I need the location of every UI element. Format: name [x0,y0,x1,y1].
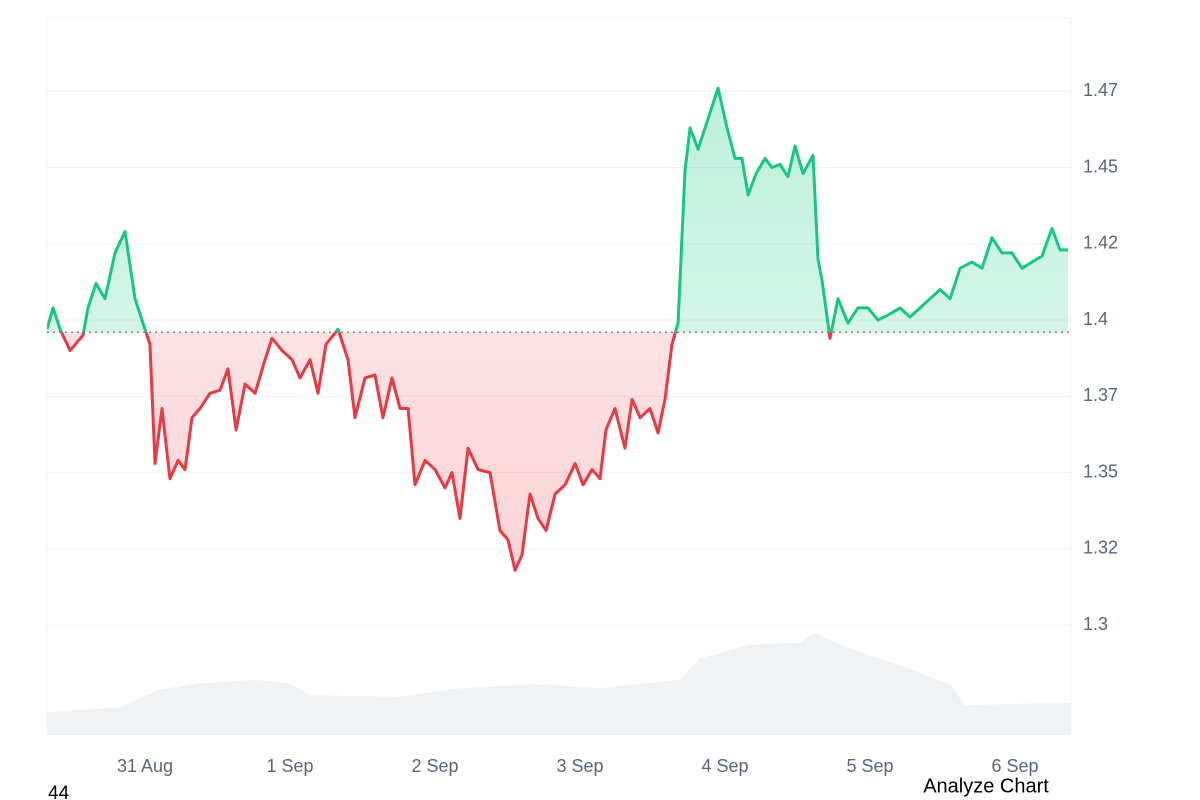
line-up [47,86,1069,333]
x-tick-label: 4 Sep [702,756,749,776]
plot: 1.47 1.45 1.42 1.4 1.37 1.35 1.32 1.3 31 Aug 1 Se… [47,80,1118,776]
x-tick-label: 2 Sep [412,756,459,776]
x-tick-label: 31 Aug [117,756,173,776]
y-tick-label: 1.37 [1083,385,1118,405]
count: 44 [48,783,70,800]
volume-area [47,633,1071,735]
y-tick-label: 1.3 [1083,614,1108,634]
y-tick-label: 1.42 [1083,233,1118,253]
y-tick-label: 1.4 [1083,309,1108,329]
y-tick-label: 1.47 [1083,80,1118,100]
line-down [59,332,833,572]
x-tick-label: 5 Sep [847,756,894,776]
area-up [47,88,1069,333]
x-tick-label: 3 Sep [557,756,604,776]
x-tick-label: 1 Sep [266,756,313,776]
y-tick-label: 1.32 [1083,538,1118,558]
area-down [47,332,1069,571]
y-tick-label: 1.35 [1083,461,1118,481]
x-tick-label: 6 Sep [992,756,1039,776]
analyze-button[interactable]: Analyze Chart [923,775,1049,797]
y-tick-label: 1.45 [1083,156,1118,176]
